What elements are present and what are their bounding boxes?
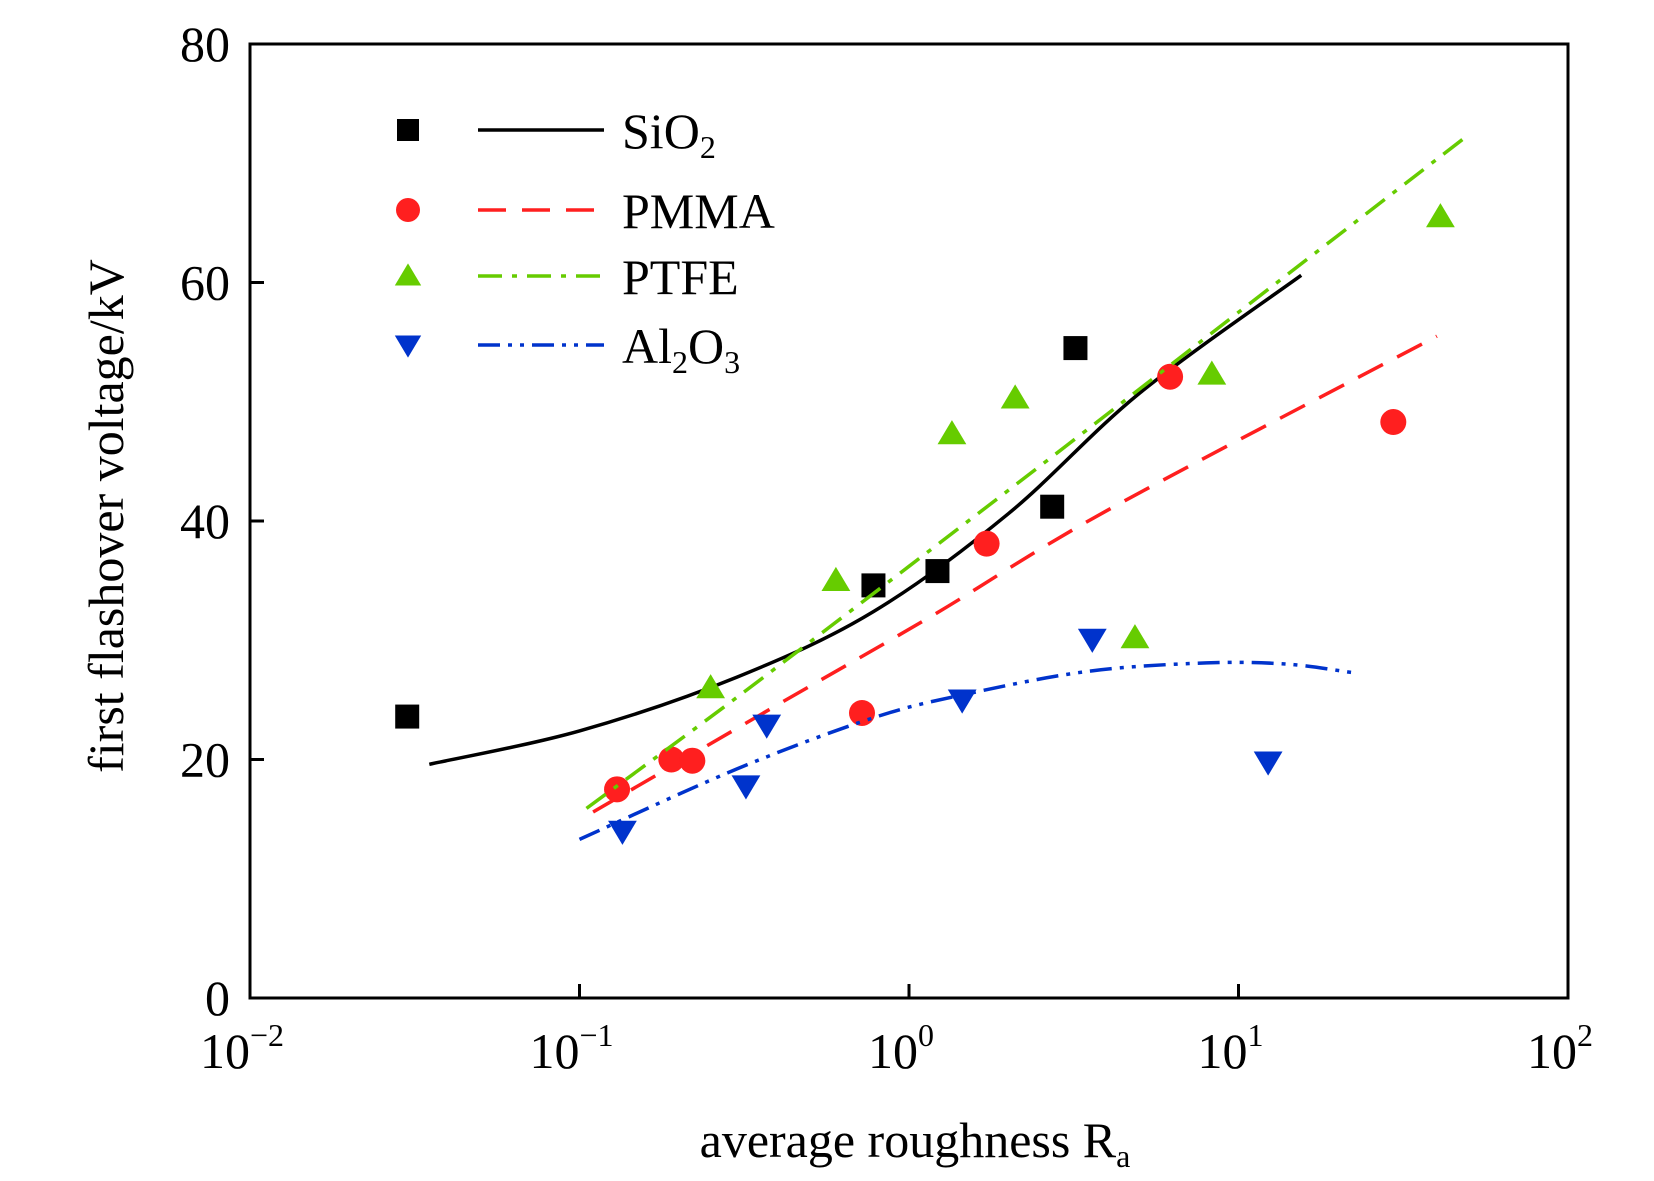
x-tick-base: 10	[200, 1023, 250, 1079]
legend-name: PTFE	[622, 249, 739, 305]
x-tick-exponent: 1	[1248, 1017, 1264, 1053]
data-point	[1063, 336, 1088, 361]
data-point	[937, 420, 967, 445]
data-point	[821, 566, 851, 591]
fit-line	[585, 133, 1470, 810]
data-point	[604, 776, 631, 803]
legend-marker	[394, 263, 422, 286]
y-tick-label: 0	[205, 970, 230, 1026]
data-point	[1157, 363, 1184, 390]
legend-subscript: 3	[724, 344, 740, 380]
series-3	[578, 628, 1352, 845]
data-point	[1040, 494, 1065, 519]
x-axis-title-text: average roughness R	[700, 1112, 1117, 1168]
fit-line	[592, 334, 1438, 814]
x-tick-exponent: 0	[918, 1017, 934, 1053]
x-tick-label: 102	[1527, 1017, 1593, 1079]
x-tick-exponent: −1	[579, 1017, 613, 1053]
legend-marker	[394, 335, 422, 358]
x-axis-title-subscript: a	[1116, 1138, 1130, 1174]
data-point	[752, 714, 782, 739]
data-point	[731, 775, 761, 800]
x-tick-exponent: −2	[250, 1017, 284, 1053]
y-tick-label: 40	[180, 493, 230, 549]
axis-ticks	[248, 42, 1570, 1000]
data-point	[696, 674, 726, 699]
y-tick-label: 20	[180, 732, 230, 788]
y-axis-title: first flashover voltage/kV	[78, 259, 134, 773]
y-tick-label: 80	[180, 16, 230, 72]
legend-name: Al	[622, 318, 672, 374]
x-tick-base: 10	[1527, 1023, 1577, 1079]
legend-name-rest: O	[688, 318, 724, 374]
fit-line	[428, 273, 1303, 767]
data-point	[925, 559, 950, 584]
x-tick-label: 10−1	[529, 1017, 613, 1079]
fit-line	[578, 660, 1352, 841]
data-point	[1197, 360, 1227, 385]
plot-frame	[248, 42, 1570, 1000]
legend-label: PTFE	[622, 249, 739, 305]
series-1	[592, 334, 1438, 814]
legend-marker	[397, 119, 419, 141]
x-axis-title: average roughness Ra	[700, 1112, 1131, 1174]
legend-marker	[396, 198, 420, 222]
data-point	[848, 699, 875, 726]
data-point	[1000, 384, 1030, 409]
x-tick-label: 101	[1198, 1017, 1264, 1079]
data-point	[947, 689, 977, 714]
y-tick-label: 60	[180, 255, 230, 311]
data-point	[395, 704, 420, 729]
x-tick-base: 10	[1198, 1023, 1248, 1079]
legend-name: SiO	[622, 103, 700, 159]
legend-subscript: 2	[700, 129, 716, 165]
series-2	[585, 133, 1470, 810]
data-point	[1120, 624, 1150, 649]
legend-label: PMMA	[622, 183, 775, 239]
data-point	[1426, 203, 1455, 228]
data-point	[1077, 628, 1107, 653]
x-tick-base: 10	[529, 1023, 579, 1079]
x-tick-base: 10	[868, 1023, 918, 1079]
legend-subscript: 2	[672, 344, 688, 380]
legend-name: PMMA	[622, 183, 775, 239]
x-tick-exponent: 2	[1577, 1017, 1593, 1053]
data-point	[973, 530, 1000, 557]
data-point	[658, 746, 685, 773]
x-tick-label: 100	[868, 1017, 934, 1079]
series-0	[395, 273, 1303, 767]
x-tick-label: 10−2	[200, 1017, 284, 1079]
legend-label: SiO2	[622, 103, 716, 165]
data-point	[608, 820, 637, 845]
data-point	[679, 747, 706, 774]
plot-area	[395, 133, 1470, 845]
data-point	[1253, 751, 1283, 776]
legend-label: Al2O3	[622, 318, 740, 380]
data-point	[1380, 409, 1407, 436]
